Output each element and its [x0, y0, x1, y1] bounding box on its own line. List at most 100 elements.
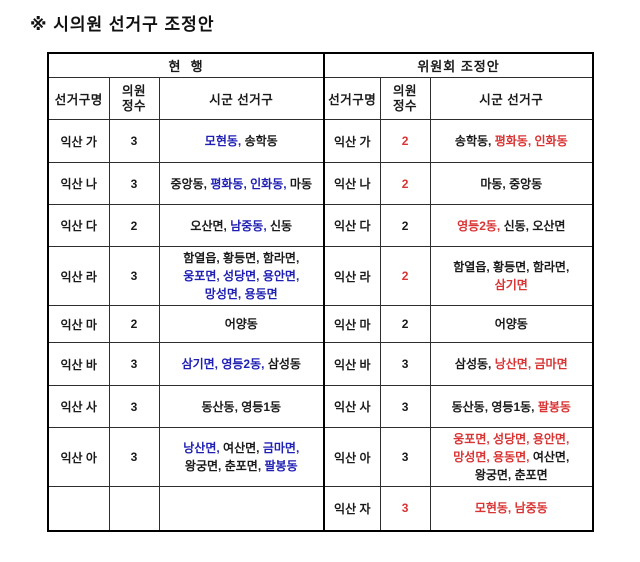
table-head: 현 행 위원회 조정안 선거구명 의원 정수 시군 선거구 선거구명 의원 정수…	[47, 52, 594, 120]
area-line: 마동, 중앙동	[434, 175, 590, 193]
district-cell: 익산 나	[47, 162, 110, 205]
area-line: 웅포면, 성당면, 용안면,	[163, 267, 321, 285]
table-row: 익산 바 3 삼기면, 영등2동, 삼성동 익산 바 3 삼성동, 낭산면, 금마면	[47, 342, 594, 386]
district-cell: 익산 자	[323, 486, 381, 531]
seats-cell: 3	[379, 427, 431, 487]
area-segment: 낭산면, 금마면	[491, 357, 568, 371]
area-line: 오산면, 남중동, 신동	[163, 217, 321, 235]
areas-cell: 어양동	[429, 305, 594, 343]
col-header-district-proposed: 선거구명	[323, 77, 381, 120]
seats-cell: 3	[108, 246, 160, 306]
area-segment: 오산면,	[190, 218, 227, 233]
area-segment: 낭산면,	[183, 441, 220, 455]
area-line: 어양동	[434, 315, 590, 333]
area-segment: 마동, 중앙동	[480, 176, 543, 191]
table-row: 익산 가 3 모현동, 송학동 익산 가 2 송학동, 평화동, 인화동	[47, 119, 594, 163]
seats-cell: 3	[108, 427, 160, 487]
area-line: 어양동	[163, 315, 321, 333]
area-segment: 모현동, 남중동	[474, 501, 548, 516]
district-cell: 익산 마	[47, 305, 110, 343]
area-line: 중앙동, 평화동, 인화동, 마동	[163, 175, 321, 193]
page-title: ※ 시의원 선거구 조정안	[30, 15, 215, 34]
area-segment: 남중동,	[226, 218, 267, 233]
seats-cell: 3	[108, 342, 160, 386]
areas-cell: 모현동, 송학동	[158, 119, 326, 163]
area-line: 함열읍, 황등면, 함라면,	[434, 258, 590, 276]
col-header-district-current: 선거구명	[47, 77, 110, 120]
areas-cell: 마동, 중앙동	[429, 162, 594, 205]
seats-value: 2	[401, 134, 409, 148]
seats-value: 2	[130, 218, 138, 233]
area-segment: 중앙동,	[170, 176, 207, 191]
area-segment: 웅포면, 성당면, 용안면,	[183, 269, 300, 283]
seats-cell: 2	[108, 204, 160, 247]
seats-value: 3	[130, 450, 138, 464]
district-cell: 익산 아	[47, 427, 110, 487]
area-segment: 삼기면, 영등2동,	[181, 357, 265, 371]
area-line: 삼기면	[434, 276, 590, 294]
col-header-seats-current: 의원 정수	[108, 77, 160, 120]
seats-header-line1: 의원	[121, 83, 146, 98]
col-header-seats-proposed: 의원 정수	[379, 77, 431, 120]
seats-cell: 2	[379, 162, 431, 205]
areas-cell: 중앙동, 평화동, 인화동, 마동	[158, 162, 326, 205]
district-table: 현 행 위원회 조정안 선거구명 의원 정수 시군 선거구 선거구명 의원 정수…	[47, 52, 595, 532]
area-segment: 모현동,	[204, 134, 242, 148]
seats-header-line1: 의원	[393, 83, 418, 98]
area-segment: 송학동,	[454, 134, 492, 148]
areas-cell: 송학동, 평화동, 인화동	[429, 119, 594, 163]
area-segment: 동산동, 영등1동	[201, 399, 282, 414]
area-segment: 송학동	[241, 134, 278, 148]
areas-cell: 동산동, 영등1동	[158, 385, 326, 428]
area-line: 삼성동, 낭산면, 금마면	[434, 355, 590, 373]
district-cell: 익산 바	[47, 342, 110, 386]
seats-value: 3	[401, 450, 409, 464]
seats-cell: 2	[379, 119, 431, 163]
district-cell: 익산 나	[323, 162, 381, 205]
areas-cell: 삼기면, 영등2동, 삼성동	[158, 342, 326, 386]
seats-value: 3	[130, 134, 138, 148]
seats-cell: 3	[379, 385, 431, 428]
seats-value: 2	[130, 317, 138, 331]
seats-value: 3	[130, 357, 138, 371]
areas-cell: 삼성동, 낭산면, 금마면	[429, 342, 594, 386]
area-line: 망성면, 용동면	[163, 285, 321, 303]
area-segment: 왕궁면, 춘포면	[474, 468, 548, 482]
district-cell: 익산 가	[323, 119, 381, 163]
seats-value: 2	[401, 176, 409, 191]
areas-cell: 모현동, 남중동	[429, 486, 594, 531]
table-row: 익산 다 2 오산면, 남중동, 신동 익산 다 2 영등2동, 신동, 오산면	[47, 204, 594, 247]
area-line: 함열읍, 황등면, 함라면,	[163, 249, 321, 267]
area-segment: 왕궁면, 춘포면,	[184, 459, 262, 473]
area-line: 웅포면, 성당면, 용안면,	[434, 430, 590, 448]
seats-cell: 2	[108, 305, 160, 343]
seats-value: 3	[401, 357, 409, 371]
area-segment: 함열읍, 황등면, 함라면,	[183, 251, 300, 265]
area-segment: 신동, 오산면	[500, 218, 566, 233]
column-header-row: 선거구명 의원 정수 시군 선거구 선거구명 의원 정수 시군 선거구	[47, 77, 594, 120]
area-segment: 함열읍, 황등면, 함라면,	[453, 260, 570, 274]
area-segment: 영등2동,	[457, 218, 501, 233]
area-segment: 마동	[286, 176, 312, 191]
area-line: 모현동, 송학동	[163, 132, 321, 150]
area-segment: 어양동	[224, 317, 258, 331]
areas-cell: 함열읍, 황등면, 함라면, 삼기면	[429, 246, 594, 306]
area-segment: 신동	[266, 218, 293, 233]
section-header-row: 현 행 위원회 조정안	[47, 52, 594, 78]
area-line: 왕궁면, 춘포면	[434, 466, 590, 484]
seats-value: 2	[401, 317, 409, 331]
area-segment: 팔봉동	[261, 459, 298, 473]
seats-value: 2	[401, 218, 409, 233]
seats-cell: 3	[108, 162, 160, 205]
seats-value: 3	[401, 501, 409, 516]
table-row: 익산 나 3 중앙동, 평화동, 인화동, 마동 익산 나 2 마동, 중앙동	[47, 162, 594, 205]
seats-value: 2	[401, 269, 409, 283]
seats-cell: 3	[108, 385, 160, 428]
col-header-areas-proposed: 시군 선거구	[429, 77, 594, 120]
seats-cell: 3	[108, 119, 160, 163]
district-cell: 익산 다	[323, 204, 381, 247]
area-segment: 여산면,	[219, 441, 260, 455]
section-header-proposed: 위원회 조정안	[323, 52, 594, 78]
seats-header-line2: 정수	[121, 98, 146, 113]
